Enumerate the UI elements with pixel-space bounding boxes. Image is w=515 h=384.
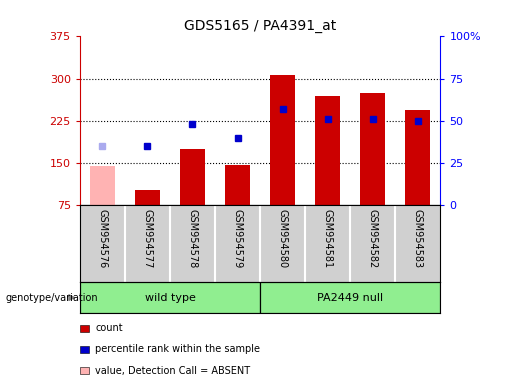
Text: count: count xyxy=(95,323,123,333)
Text: GSM954583: GSM954583 xyxy=(413,209,423,268)
Text: GSM954581: GSM954581 xyxy=(323,209,333,268)
Bar xyxy=(315,96,340,205)
Text: GSM954582: GSM954582 xyxy=(368,209,377,268)
Text: GSM954577: GSM954577 xyxy=(143,209,152,269)
Bar xyxy=(260,282,440,313)
Text: GSM954576: GSM954576 xyxy=(97,209,107,268)
Bar xyxy=(90,166,115,205)
Text: value, Detection Call = ABSENT: value, Detection Call = ABSENT xyxy=(95,366,250,376)
Text: PA2449 null: PA2449 null xyxy=(317,293,383,303)
Bar xyxy=(360,93,385,205)
Text: GSM954579: GSM954579 xyxy=(233,209,243,268)
Bar xyxy=(405,110,430,205)
Bar xyxy=(180,149,205,205)
Text: GSM954578: GSM954578 xyxy=(187,209,197,268)
Text: percentile rank within the sample: percentile rank within the sample xyxy=(95,344,260,354)
Title: GDS5165 / PA4391_at: GDS5165 / PA4391_at xyxy=(184,19,336,33)
Bar xyxy=(225,165,250,205)
Bar xyxy=(80,282,260,313)
Bar xyxy=(135,190,160,205)
Bar xyxy=(270,75,295,205)
Text: GSM954580: GSM954580 xyxy=(278,209,287,268)
Text: wild type: wild type xyxy=(145,293,195,303)
Text: genotype/variation: genotype/variation xyxy=(5,293,98,303)
